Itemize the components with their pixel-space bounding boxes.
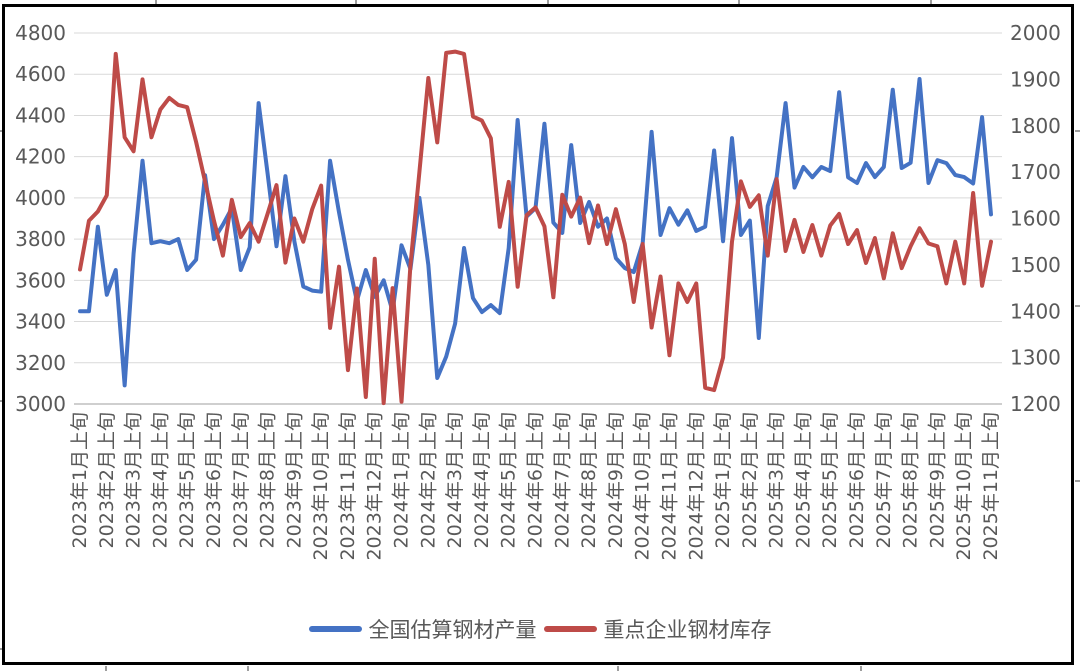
right-axis-tick-label: 1900	[1010, 67, 1061, 91]
x-axis-tick-label: 2023年7月上旬	[230, 412, 252, 548]
left-axis-tick-label: 4600	[15, 62, 66, 86]
x-axis-tick-label: 2024年10月上旬	[632, 412, 654, 561]
left-axis-tick-label: 4400	[15, 103, 66, 127]
x-axis-tick-label: 2024年2月上旬	[417, 412, 439, 548]
right-axis-tick-label: 1400	[1010, 299, 1061, 323]
x-axis-tick-label: 2023年5月上旬	[176, 412, 198, 548]
left-axis-tick-label: 4000	[15, 186, 66, 210]
left-axis-tick-label: 3200	[15, 351, 66, 375]
x-axis-tick-label: 2025年4月上旬	[792, 412, 814, 548]
left-axis-tick-label: 3000	[15, 392, 66, 416]
x-axis-tick-label: 2024年6月上旬	[525, 412, 547, 548]
sheet-gridline-tick	[105, 666, 107, 671]
x-axis-tick-label: 2025年10月上旬	[953, 412, 975, 561]
right-axis-tick-label: 1300	[1010, 346, 1061, 370]
x-axis-tick-label: 2024年9月上旬	[605, 412, 627, 548]
left-axis-tick-label: 3400	[15, 310, 66, 334]
x-axis-tick-label: 2024年5月上旬	[498, 412, 520, 548]
x-axis-tick-label: 2023年10月上旬	[310, 412, 332, 561]
x-axis-tick-label: 2025年5月上旬	[819, 412, 841, 548]
right-axis-tick-label: 1700	[1010, 160, 1061, 184]
series-line-inventory	[78, 49, 993, 406]
x-axis-tick-label: 2025年7月上旬	[873, 412, 895, 548]
x-axis-tick-label: 2024年11月上旬	[658, 412, 680, 561]
x-axis-tick-label: 2023年2月上旬	[96, 412, 118, 548]
right-axis-tick-label: 1500	[1010, 253, 1061, 277]
legend-swatch-inventory	[543, 626, 597, 632]
sheet-gridline-tick	[738, 0, 740, 5]
sheet-gridline-tick	[1075, 480, 1080, 482]
sheet-gridline-tick	[930, 0, 932, 5]
x-axis-tick-label: 2024年3月上旬	[444, 412, 466, 548]
legend-label-inventory: 重点企业钢材库存	[603, 618, 772, 642]
sheet-gridline-tick	[1075, 130, 1080, 132]
x-axis-tick-label: 2024年12月上旬	[685, 412, 707, 561]
chart-border	[2, 4, 1074, 665]
x-axis-tick-label: 2023年3月上旬	[123, 412, 145, 548]
x-axis-tick-label: 2023年1月上旬	[69, 412, 91, 548]
sheet-gridline-tick	[617, 666, 619, 671]
right-axis-tick-label: 1600	[1010, 207, 1061, 231]
sheet-gridline-tick	[247, 666, 249, 671]
x-axis-tick-label: 2024年1月上旬	[391, 412, 413, 548]
left-axis-tick-label: 3800	[15, 227, 66, 251]
x-axis-tick-label: 2025年6月上旬	[846, 412, 868, 548]
legend-label-production: 全国估算钢材产量	[368, 618, 537, 642]
sheet-gridline-tick	[355, 0, 357, 5]
x-axis-tick-label: 2025年9月上旬	[926, 412, 948, 548]
x-axis-tick-label: 2025年11月上旬	[980, 412, 1002, 561]
x-axis-tick-label: 2023年9月上旬	[283, 412, 305, 548]
left-axis-tick-label: 4200	[15, 145, 66, 169]
x-axis-tick-label: 2023年8月上旬	[257, 412, 279, 548]
x-axis-tick-label: 2023年4月上旬	[149, 412, 171, 548]
sheet-gridline-tick	[1075, 305, 1080, 307]
sheet-gridline-tick	[155, 0, 157, 5]
x-axis-tick-label: 2023年6月上旬	[203, 412, 225, 548]
right-axis-tick-label: 1200	[1010, 392, 1061, 416]
x-axis-tick-label: 2025年8月上旬	[900, 412, 922, 548]
right-axis-tick-label: 2000	[1010, 21, 1061, 45]
x-axis-tick-label: 2023年11月上旬	[337, 412, 359, 561]
sheet-gridline-tick	[547, 0, 549, 5]
x-axis-tick-label: 2025年1月上旬	[712, 412, 734, 548]
legend: 全国估算钢材产量 重点企业钢材库存	[0, 611, 1080, 647]
x-axis-tick-label: 2024年4月上旬	[471, 412, 493, 548]
sheet-gridline-tick	[860, 666, 862, 671]
right-axis-tick-label: 1800	[1010, 114, 1061, 138]
x-axis-tick-label: 2023年12月上旬	[364, 412, 386, 561]
x-axis-tick-label: 2024年8月上旬	[578, 412, 600, 548]
left-axis-tick-label: 4800	[15, 21, 66, 45]
x-axis-tick-label: 2025年3月上旬	[766, 412, 788, 548]
x-axis-tick-label: 2024年7月上旬	[551, 412, 573, 548]
x-axis-tick-label: 2025年2月上旬	[739, 412, 761, 548]
left-axis-tick-label: 3600	[15, 268, 66, 292]
legend-swatch-production	[308, 626, 362, 632]
